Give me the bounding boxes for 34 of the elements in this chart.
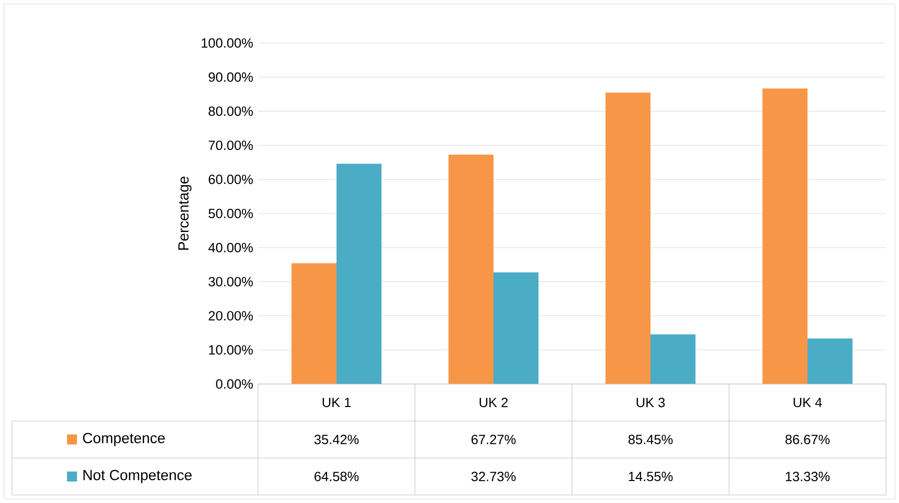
y-tick-label: 50.00% (208, 208, 253, 218)
bar (650, 334, 696, 384)
data-label: 14.55% (628, 472, 673, 482)
data-label: 35.42% (314, 434, 359, 444)
y-tick-label: 80.00% (208, 106, 253, 116)
x-tick-label: UK 2 (480, 398, 508, 408)
bar (606, 92, 650, 384)
y-tick-label: 70.00% (208, 140, 253, 150)
x-tick-label: UK 1 (322, 398, 351, 408)
y-tick-label: 20.00% (208, 311, 253, 320)
bar (292, 263, 337, 384)
x-tick-label: UK 3 (636, 398, 665, 408)
y-tick-label: 10.00% (209, 345, 253, 355)
data-label: 13.33% (786, 472, 830, 482)
x-tick-label: UK 4 (794, 398, 822, 408)
data-label: 64.58% (314, 472, 359, 482)
y-tick-label: 100.00% (202, 38, 253, 48)
legend-label: Not Competence (83, 470, 192, 484)
data-label: 86.67% (785, 434, 830, 444)
bar (807, 338, 852, 384)
y-axis-title: Percentage (178, 176, 192, 250)
data-label: 85.45% (628, 434, 673, 444)
y-tick-label: 60.00% (208, 174, 253, 184)
y-tick-label: 30.00% (208, 276, 253, 286)
data-label: 32.73% (471, 472, 516, 482)
bar (762, 88, 808, 384)
y-tick-label: 40.00% (208, 242, 253, 252)
bar (448, 154, 494, 384)
y-tick-label: 90.00% (208, 72, 253, 82)
y-tick-label: 0.00% (216, 379, 253, 389)
bar (336, 164, 382, 384)
bar (494, 272, 538, 384)
legend-label: Competence (83, 432, 165, 446)
data-label: 67.27% (472, 434, 516, 444)
